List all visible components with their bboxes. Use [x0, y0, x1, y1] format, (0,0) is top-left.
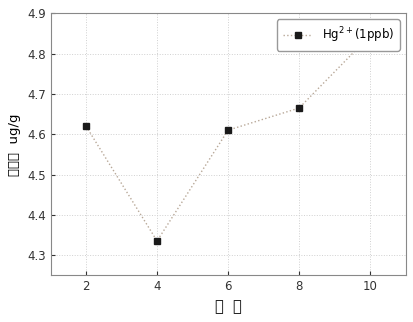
Y-axis label: 吸附量  ug/g: 吸附量 ug/g	[8, 113, 21, 175]
Hg$^{2+}$(1ppb)	[296, 106, 301, 110]
Hg$^{2+}$(1ppb)	[225, 128, 230, 132]
Hg$^{2+}$(1ppb)	[154, 239, 159, 243]
Hg$^{2+}$(1ppb)	[367, 33, 372, 37]
X-axis label: 配  比: 配 比	[214, 299, 241, 314]
Legend: Hg$^{2+}$(1ppb): Hg$^{2+}$(1ppb)	[276, 19, 399, 51]
Hg$^{2+}$(1ppb)	[83, 124, 88, 128]
Line: Hg$^{2+}$(1ppb): Hg$^{2+}$(1ppb)	[82, 32, 373, 244]
